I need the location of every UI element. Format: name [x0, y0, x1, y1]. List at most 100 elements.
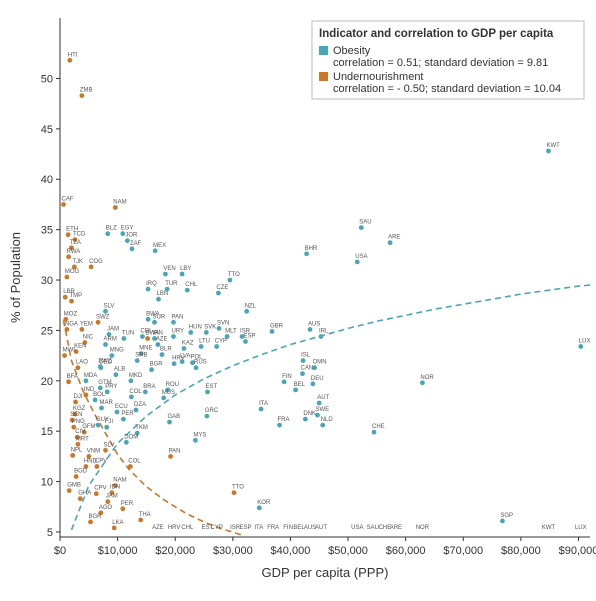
point-label: LVA: [180, 354, 190, 360]
point-label: ZAF: [130, 241, 142, 247]
point-label: TUR: [165, 281, 178, 287]
point-label: AZE: [156, 337, 168, 343]
point-undernourishment: [73, 349, 79, 354]
point-label: AGO: [99, 505, 113, 511]
point-obesity: [98, 365, 104, 371]
baseline-label: ESP: [239, 525, 251, 531]
point-obesity: [179, 359, 185, 364]
point-obesity: [142, 389, 148, 395]
point-obesity: [188, 330, 194, 335]
legend-stats-obesity: correlation = 0.51; standard deviation =…: [333, 57, 548, 69]
point-obesity: [204, 413, 210, 419]
point-label: CAF: [62, 196, 74, 202]
point-label: BGD: [74, 469, 88, 475]
point-label: MWI: [63, 348, 76, 354]
point-label: MNE: [139, 346, 152, 352]
point-obesity: [546, 148, 551, 154]
point-label: GEO: [99, 360, 113, 366]
point-obesity: [156, 296, 161, 302]
trendline-obesity: [70, 284, 591, 531]
baseline-label: FRA: [267, 525, 279, 531]
point-label: VNM: [87, 448, 100, 454]
x-tick-label: $60,000: [386, 545, 426, 557]
point-label: TUN: [122, 331, 134, 337]
point-undernourishment: [94, 464, 100, 469]
point-label: NAM: [113, 200, 126, 206]
point-undernourishment: [138, 517, 144, 523]
point-label: TZA: [70, 240, 81, 246]
point-undernourishment: [120, 506, 126, 512]
point-undernourishment: [88, 264, 94, 270]
point-labels: KWT SAU ARE BHR USA LUX NOR SGP CHE NZL TTO CZE SVN M…: [62, 52, 591, 531]
point-label: ISR: [240, 329, 251, 335]
point-label: MOZ: [64, 311, 78, 317]
point-label: SUR: [153, 314, 166, 320]
point-obesity: [304, 251, 309, 257]
point-label: DNK: [303, 411, 316, 417]
point-label: HND: [84, 459, 98, 465]
point-label: YEM: [80, 321, 93, 327]
legend: Indicator and correlation to GDP per cap…: [311, 20, 585, 100]
point-undernourishment: [93, 491, 99, 497]
point-obesity: [129, 246, 135, 252]
point-obesity: [125, 238, 130, 244]
point-obesity: [320, 422, 326, 428]
point-undernourishment: [79, 327, 85, 332]
point-obesity: [120, 231, 126, 237]
baseline-label: CHL: [181, 525, 194, 531]
legend-name-undernourishment: Undernourishment: [333, 71, 424, 83]
baseline-label: LUX: [575, 525, 587, 531]
x-tick-label: $70,000: [443, 545, 483, 557]
baseline-label: CYP: [211, 525, 223, 531]
point-label: ROU: [166, 382, 179, 388]
point-label: COL: [129, 389, 142, 395]
point-obesity: [159, 352, 165, 357]
point-obesity: [152, 248, 158, 254]
point-undernourishment: [98, 510, 104, 516]
y-tick-label: 50: [41, 73, 53, 85]
point-undernourishment: [112, 205, 118, 210]
point-obesity: [312, 365, 317, 371]
point-label: LTU: [199, 339, 210, 345]
point-obesity: [121, 336, 127, 341]
point-label: HUN: [189, 324, 202, 330]
point-undernourishment: [65, 232, 71, 238]
point-undernourishment: [88, 519, 93, 525]
point-label: GAB: [168, 414, 181, 420]
point-obesity: [216, 326, 222, 331]
point-undernourishment: [73, 474, 79, 479]
point-label: KGZ: [73, 406, 86, 412]
point-obesity: [171, 319, 176, 325]
point-obesity: [105, 231, 111, 237]
point-undernourishment: [64, 274, 70, 280]
point-obesity: [281, 379, 287, 385]
point-label: VEN: [163, 266, 175, 272]
point-undernourishment: [69, 245, 74, 251]
x-tick-label: $20,000: [155, 545, 195, 557]
point-obesity: [243, 339, 248, 344]
point-label: IRN: [153, 331, 163, 337]
point-obesity: [203, 330, 209, 335]
point-label: JAM: [106, 494, 118, 500]
legend-swatch-obesity: [319, 46, 328, 55]
point-label: BFA: [67, 374, 78, 380]
point-label: GUY: [96, 417, 109, 423]
point-label: HTI: [68, 52, 78, 58]
point-undernourishment: [231, 490, 237, 496]
point-undernourishment: [66, 254, 71, 260]
point-undernourishment: [77, 496, 83, 502]
data-points: [61, 57, 584, 531]
y-tick-label: 30: [41, 275, 53, 287]
point-label: GFM: [82, 424, 95, 430]
point-label: IRQ: [146, 281, 157, 287]
point-label: AUT: [317, 395, 329, 401]
point-label: FJI: [105, 419, 114, 425]
point-label: CIV: [75, 429, 85, 435]
point-undernourishment: [62, 353, 67, 358]
baseline-label: FIN: [283, 525, 293, 531]
point-obesity: [121, 416, 126, 422]
x-tick-label: $0: [54, 545, 66, 557]
point-undernourishment: [83, 464, 89, 469]
x-axis-title: GDP per capita (PPP): [262, 565, 389, 580]
point-label: NGA: [65, 321, 78, 327]
